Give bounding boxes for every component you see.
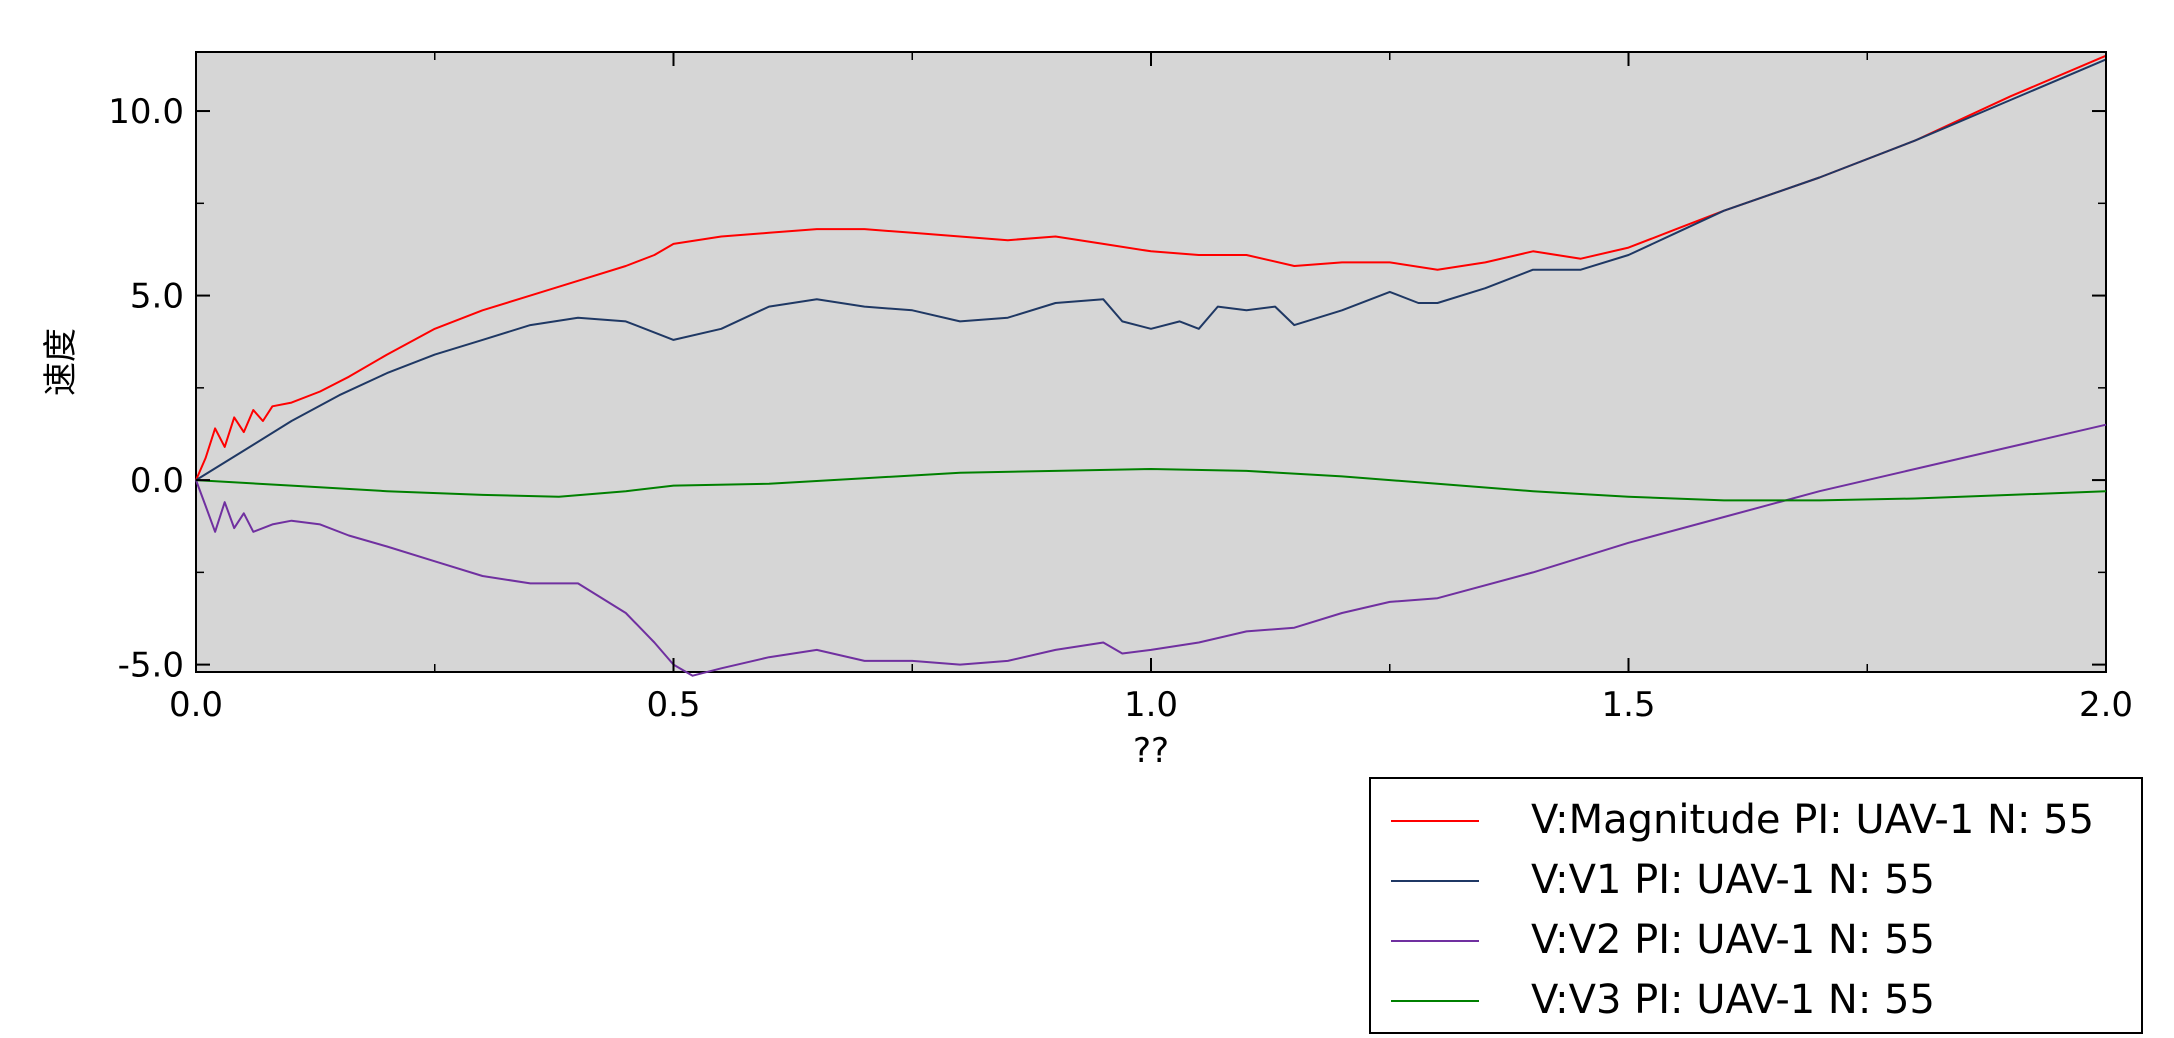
y-tick-label: 5.0	[130, 277, 184, 317]
legend-label: V:Magnitude PI: UAV-1 N: 55	[1531, 797, 2095, 843]
y-tick-label: 10.0	[108, 92, 184, 132]
series-line-4	[195, 468, 2107, 502]
tick-layer: 0.0 0.5 1.0 1.5 2.0-5.00.05.010.0	[108, 52, 2133, 725]
plot-area	[195, 51, 2107, 673]
legend-label: V:V1 PI: UAV-1 N: 55	[1531, 857, 1935, 903]
legend-label: V:V2 PI: UAV-1 N: 55	[1531, 917, 1935, 963]
x-tick-label: 1.0	[1124, 685, 1178, 725]
x-tick-label: 0.5	[646, 685, 700, 725]
legend-label: V:V3 PI: UAV-1 N: 55	[1531, 977, 1935, 1023]
legend: V:Magnitude PI: UAV-1 N: 55 V:V1 PI: UAV-…	[1369, 777, 2143, 1034]
series-line-3	[195, 423, 2107, 677]
series-layer	[195, 54, 2107, 677]
line-chart: 0.0 0.5 1.0 1.5 2.0-5.00.05.010.0 ?? 速度	[41, 51, 2133, 770]
y-tick-label: 0.0	[130, 461, 184, 501]
y-tick-label: -5.0	[118, 646, 184, 686]
legend-item: V:Magnitude PI: UAV-1 N: 55	[1371, 791, 2141, 851]
legend-swatch	[1391, 940, 1479, 942]
legend-item: V:V1 PI: UAV-1 N: 55	[1371, 851, 2141, 911]
legend-item: V:V3 PI: UAV-1 N: 55	[1371, 971, 2141, 1031]
series-line-2	[195, 58, 2107, 481]
series-line-1	[195, 54, 2107, 481]
legend-swatch	[1391, 820, 1479, 822]
legend-item: V:V2 PI: UAV-1 N: 55	[1371, 911, 2141, 971]
y-axis-title: 速度	[41, 328, 81, 396]
x-axis-title: ??	[1133, 731, 1169, 770]
legend-swatch	[1391, 880, 1479, 882]
legend-swatch	[1391, 1000, 1479, 1002]
x-tick-label: 2.0	[2079, 685, 2133, 725]
x-tick-label: 0.0	[169, 685, 223, 725]
x-tick-label: 1.5	[1601, 685, 1655, 725]
